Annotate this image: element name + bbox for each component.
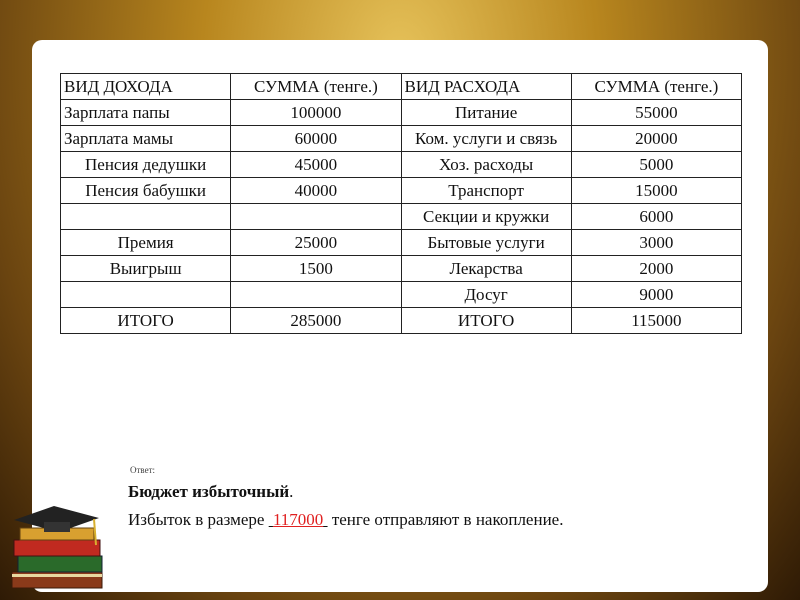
table-cell: 100000 <box>230 99 402 126</box>
table-cell: Досуг <box>400 281 572 308</box>
table-cell: 25000 <box>230 229 402 256</box>
table-row: Зарплата мамы 60000 Ком. услуги и связь 200… <box>59 125 743 152</box>
table-row: ИТОГО 285000 ИТОГО 115000 <box>59 307 743 334</box>
answer-text-start: Избыток в размере <box>128 510 269 529</box>
column-header: ВИД ДОХОДА <box>59 73 232 100</box>
value-underline: 117000 <box>269 510 328 529</box>
period: . <box>289 482 294 501</box>
answer-line-1: Бюджет избыточный. <box>128 481 293 503</box>
table-cell: Лекарства <box>400 255 572 282</box>
table-cell: 6000 <box>570 203 743 230</box>
table-row: Выигрыш 1500 Лекарства 2000 <box>59 255 743 282</box>
table-cell: Зарплата папы <box>59 99 232 126</box>
column-header: СУММА (тенге.) <box>570 73 743 100</box>
table-row: Досуг 9000 <box>59 281 743 308</box>
column-header: СУММА (тенге.) <box>230 73 402 100</box>
table-cell: 285000 <box>230 307 402 334</box>
table-cell: Премия <box>59 229 232 256</box>
table-cell: 20000 <box>570 125 743 152</box>
books-graduation-cap-icon <box>11 506 103 589</box>
table-header-row: ВИД ДОХОДА СУММА (тенге.) ВИД РАСХОДА СУММА… <box>59 73 743 100</box>
table-cell: 2000 <box>570 255 743 282</box>
table-cell: 55000 <box>570 99 743 126</box>
table-cell: Выигрыш <box>59 255 232 282</box>
table-cell: ИТОГО <box>59 307 232 334</box>
table-row: Пенсия дедушки 45000 Хоз. расходы 5000 <box>59 151 743 178</box>
surplus-value: 117000 <box>272 510 324 529</box>
table-cell: 1500 <box>230 255 402 282</box>
answer-conclusion: Бюджет избыточный <box>128 482 290 501</box>
table-cell <box>230 281 402 308</box>
table-row: Зарплата папы 100000 Питание 55000 <box>59 99 743 126</box>
table-cell: Хоз. расходы <box>400 151 572 178</box>
table-cell <box>59 203 232 230</box>
table-row: Секции и кружки 6000 <box>59 203 743 230</box>
table-cell: 9000 <box>570 281 743 308</box>
table-cell <box>230 203 402 230</box>
table-cell: ИТОГО <box>400 307 572 334</box>
table-cell: Транспорт <box>400 177 572 204</box>
table-cell: Бытовые услуги <box>400 229 572 256</box>
table-cell: Пенсия дедушки <box>59 151 232 178</box>
table-cell: 5000 <box>570 151 743 178</box>
table-cell <box>59 281 232 308</box>
table-cell: 60000 <box>230 125 402 152</box>
table-row: Пенсия бабушки 40000 Транспорт 15000 <box>59 177 743 204</box>
table-row: Премия 25000 Бытовые услуги 3000 <box>59 229 743 256</box>
table-cell: Ком. услуги и связь <box>400 125 572 152</box>
column-header: ВИД РАСХОДА <box>400 73 572 100</box>
table-cell: 115000 <box>570 307 743 334</box>
answer-label: Ответ: <box>130 465 156 475</box>
budget-table: ВИД ДОХОДА СУММА (тенге.) ВИД РАСХОДА СУММА… <box>59 73 743 334</box>
answer-text-end: тенге отправляют в накопление. <box>327 510 564 529</box>
table-cell: Зарплата мамы <box>59 125 232 152</box>
table-cell: 40000 <box>230 177 402 204</box>
table-cell: 45000 <box>230 151 402 178</box>
table-cell: Секции и кружки <box>400 203 572 230</box>
table-cell: Питание <box>400 99 572 126</box>
table-cell: Пенсия бабушки <box>59 177 232 204</box>
table-cell: 15000 <box>570 177 743 204</box>
answer-line-2: Избыток в размере 117000 тенге отправляю… <box>128 509 563 531</box>
table-cell: 3000 <box>570 229 743 256</box>
